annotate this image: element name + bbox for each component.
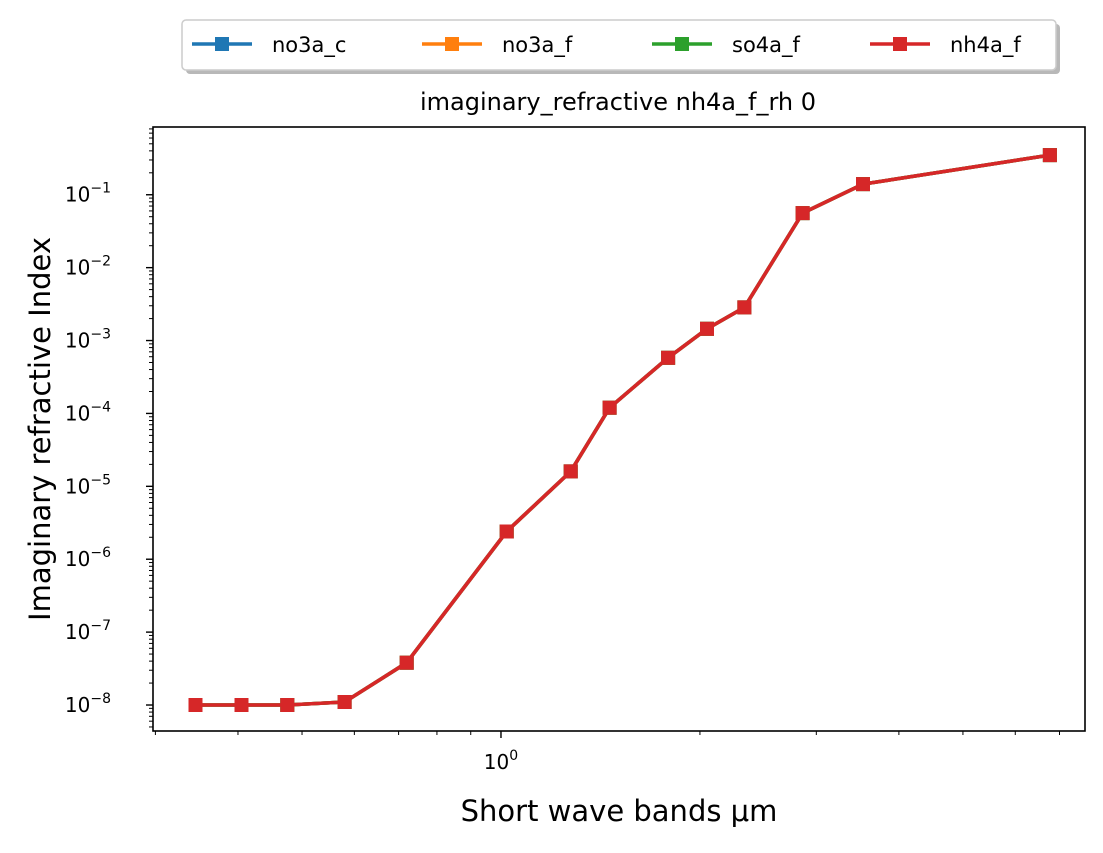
y-tick-label: 10−8 xyxy=(65,691,111,717)
legend-label-nh4a_f: nh4a_f xyxy=(950,33,1021,58)
legend-label-no3a_f: no3a_f xyxy=(502,33,573,58)
legend-marker-no3a_c xyxy=(215,37,229,51)
data-point-nh4a_f-3 xyxy=(280,698,295,712)
data-point-nh4a_f-5 xyxy=(399,655,414,670)
data-point-nh4a_f-14 xyxy=(1042,148,1057,163)
x-tick-label: 100 xyxy=(484,748,518,774)
y-axis-ticks: 10−8 10−7 10−6 10−5 10−4 10−3 10−2 10−1 xyxy=(65,128,153,728)
plot-frame xyxy=(152,126,1086,732)
legend-label-so4a_f: so4a_f xyxy=(732,33,801,58)
data-point-nh4a_f-11 xyxy=(737,300,752,315)
x-axis-label: Short wave bands μm xyxy=(461,794,778,828)
y-tick-label: 10−6 xyxy=(65,545,111,571)
data-point-nh4a_f-7 xyxy=(563,464,578,479)
data-point-nh4a_f-8 xyxy=(602,400,617,415)
data-point-nh4a_f-4 xyxy=(337,695,352,709)
data-point-nh4a_f-12 xyxy=(795,206,810,221)
legend-marker-so4a_f xyxy=(675,37,689,51)
y-tick-label: 10−2 xyxy=(65,254,111,280)
series-nh4a_f xyxy=(188,148,1057,712)
y-tick-label: 10−7 xyxy=(65,618,111,644)
data-point-nh4a_f-6 xyxy=(499,524,514,539)
x-axis-ticks: 100 xyxy=(154,731,1061,774)
data-point-nh4a_f-9 xyxy=(661,350,676,365)
data-point-nh4a_f-2 xyxy=(234,698,249,712)
legend-marker-nh4a_f xyxy=(893,37,907,51)
data-point-nh4a_f-10 xyxy=(700,321,714,336)
legend-marker-no3a_f xyxy=(445,37,459,51)
chart-title: imaginary_refractive nh4a_f_rh 0 xyxy=(420,88,816,116)
legend: no3a_c no3a_f so4a_f nh4a_f xyxy=(181,19,1060,74)
y-tick-label: 10−5 xyxy=(65,472,111,498)
series-line-nh4a_f xyxy=(193,153,1052,707)
y-axis-label: Imaginary refractive Index xyxy=(23,237,57,621)
y-tick-label: 10−4 xyxy=(65,399,111,425)
legend-label-no3a_c: no3a_c xyxy=(272,33,346,58)
data-point-nh4a_f-1 xyxy=(188,698,203,712)
plot-area: 10−8 10−7 10−6 10−5 10−4 10−3 10−2 10−1 100 xyxy=(65,126,1086,774)
y-tick-label: 10−1 xyxy=(65,181,111,207)
y-tick-label: 10−3 xyxy=(65,327,111,353)
legend-frame xyxy=(181,19,1057,71)
series-layer xyxy=(188,148,1057,712)
data-point-nh4a_f-13 xyxy=(856,177,870,192)
legend-items: no3a_c no3a_f so4a_f nh4a_f xyxy=(192,33,1021,58)
